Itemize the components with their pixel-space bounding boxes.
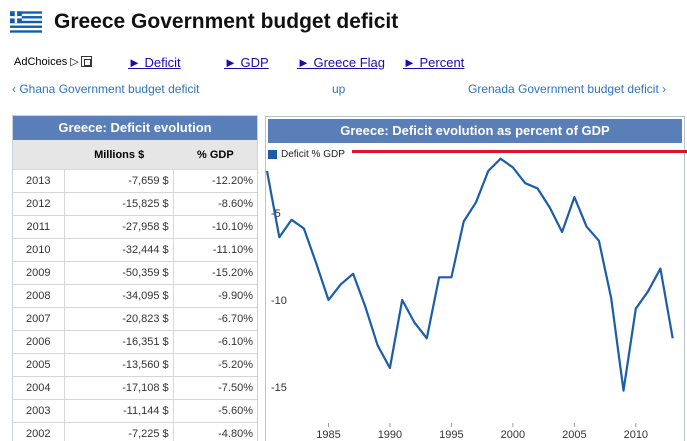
row-year: 2006 [13, 331, 65, 353]
y-tick-label: -10 [271, 295, 287, 307]
row-millions: -20,823 $ [65, 308, 174, 330]
x-tick-label: 1985 [316, 429, 340, 441]
table-row: 2004 -17,108 $ -7.50% [13, 377, 257, 400]
x-tick-label: 2000 [501, 429, 525, 441]
row-pct: -5.60% [218, 405, 253, 417]
row-pct: -9.90% [218, 290, 253, 302]
row-year: 2003 [13, 400, 65, 422]
series-line-deficit-pct-gdp [266, 157, 674, 392]
legend-swatch [268, 150, 277, 159]
ad-link-gdp[interactable]: ► GDP [224, 55, 269, 70]
chart-title: Greece: Deficit evolution as percent of … [268, 119, 682, 143]
x-tick-label: 1995 [439, 429, 463, 441]
row-pct: -10.10% [212, 221, 253, 233]
x-tick-label: 2010 [624, 429, 648, 441]
page-title: Greece Government budget deficit [54, 10, 399, 33]
row-millions: -34,095 $ [65, 285, 174, 307]
row-year: 2012 [13, 193, 65, 215]
table-row: 2008 -34,095 $ -9.90% [13, 285, 257, 308]
row-millions: -16,351 $ [65, 331, 174, 353]
row-millions: -17,108 $ [65, 377, 174, 399]
x-tick-label: 2005 [562, 429, 586, 441]
row-pct: -11.10% [212, 244, 253, 256]
nav-prev-link[interactable]: ‹ Ghana Government budget deficit [12, 82, 200, 96]
nav-next-link[interactable]: Grenada Government budget deficit › [468, 82, 667, 96]
table-row: 2013 -7,659 $ -12.20% [13, 170, 257, 193]
row-year: 2004 [13, 377, 65, 399]
row-millions: -15,825 $ [65, 193, 174, 215]
row-year: 2007 [13, 308, 65, 330]
adchoices-box-icon [80, 56, 92, 67]
adchoices-label: AdChoices [14, 55, 68, 68]
row-pct: -5.20% [218, 359, 253, 371]
table-row: 2010 -32,444 $ -11.10% [13, 239, 257, 262]
row-year: 2008 [13, 285, 65, 307]
ad-link-percent[interactable]: ► Percent [403, 55, 465, 70]
table-row: 2012 -15,825 $ -8.60% [13, 193, 257, 216]
chart-panel: Greece: Deficit evolution as percent of … [265, 116, 685, 441]
row-pct: -8.60% [218, 198, 253, 210]
x-tick-label: 1990 [378, 429, 402, 441]
table-row: 2007 -20,823 $ -6.70% [13, 308, 257, 331]
row-pct: -6.10% [218, 336, 253, 348]
table-row: 2011 -27,958 $ -10.10% [13, 216, 257, 239]
header-year [13, 140, 65, 169]
row-year: 2011 [13, 216, 65, 238]
table-row: 2009 -50,359 $ -15.20% [13, 262, 257, 285]
header-pct: % GDP [197, 149, 234, 161]
table-title: Greece: Deficit evolution [13, 116, 257, 140]
row-millions: -50,359 $ [65, 262, 174, 284]
ad-link-greece-flag[interactable]: ► Greece Flag [297, 55, 386, 70]
table-header: Millions $ % GDP [13, 140, 257, 170]
red-marker-line [352, 150, 687, 153]
table-row: 2006 -16,351 $ -6.10% [13, 331, 257, 354]
row-pct: -6.70% [218, 313, 253, 325]
deficit-table: Greece: Deficit evolution Millions $ % G… [12, 115, 258, 441]
row-pct: -12.20% [212, 175, 253, 187]
legend-label: Deficit % GDP [281, 149, 345, 160]
table-row: 2002 -7,225 $ -4.80% [13, 423, 257, 441]
row-pct: -4.80% [218, 428, 253, 440]
table-row: 2003 -11,144 $ -5.60% [13, 400, 257, 423]
table-row: 2005 -13,560 $ -5.20% [13, 354, 257, 377]
header-millions: Millions $ [94, 149, 145, 161]
row-year: 2013 [13, 170, 65, 192]
row-millions: -11,144 $ [65, 400, 174, 422]
greece-flag-icon [10, 11, 42, 33]
row-millions: -27,958 $ [65, 216, 174, 238]
adchoices-play-icon: ▷ [70, 56, 79, 68]
row-millions: -7,659 $ [65, 170, 174, 192]
y-tick-label: -15 [271, 382, 287, 394]
ad-link-deficit[interactable]: ► Deficit [128, 55, 181, 70]
row-year: 2005 [13, 354, 65, 376]
row-year: 2009 [13, 262, 65, 284]
nav-up-link[interactable]: up [332, 82, 346, 96]
row-pct: -15.20% [212, 267, 253, 279]
chart-legend: Deficit % GDP [268, 149, 345, 160]
adchoices[interactable]: AdChoices ▷ [14, 55, 92, 68]
row-year: 2010 [13, 239, 65, 261]
table-body: 2013 -7,659 $ -12.20% 2012 -15,825 $ -8.60% 20… [13, 170, 257, 441]
title-row: Greece Government budget deficit [10, 4, 398, 40]
row-millions: -32,444 $ [65, 239, 174, 261]
row-millions: -13,560 $ [65, 354, 174, 376]
row-pct: -7.50% [218, 382, 253, 394]
row-year: 2002 [13, 423, 65, 441]
row-millions: -7,225 $ [65, 423, 174, 441]
